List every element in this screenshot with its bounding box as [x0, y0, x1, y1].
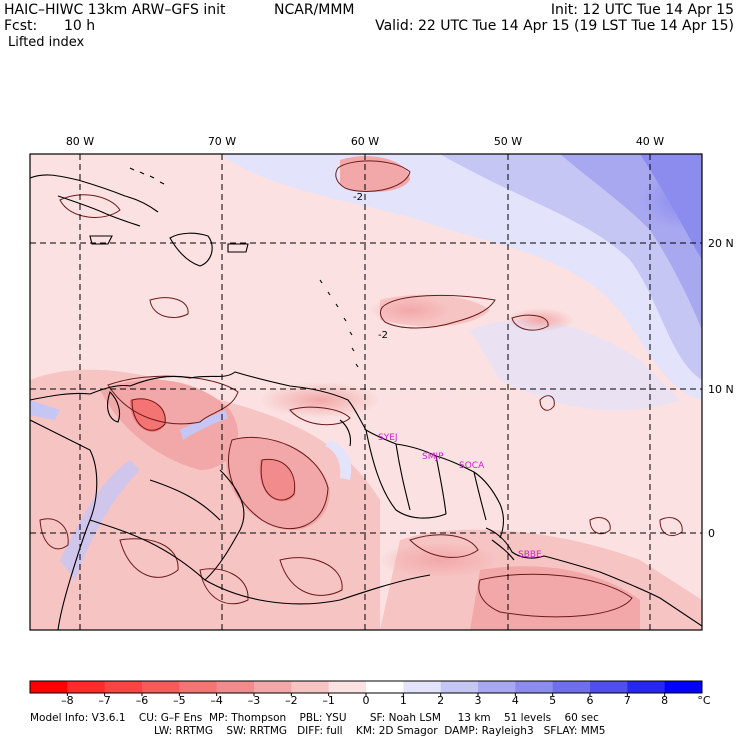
colorbar-tick-label: 0 [362, 694, 370, 707]
colorbar-swatch [366, 681, 404, 693]
lon-label-40w: 40 W [636, 135, 664, 148]
org-label: NCAR/MMM [274, 2, 355, 18]
colorbar-unit: °C [697, 694, 711, 707]
valid-time: Valid: 22 UTC Tue 14 Apr 15 (19 LST Tue … [375, 18, 734, 34]
lifted-index-field [30, 154, 702, 630]
colorbar-tick-label: 2 [437, 694, 445, 707]
colorbar-tick-label: –8 [61, 694, 74, 707]
model-info-line1: Model Info: V3.6.1 CU: G–F Ens MP: Thomp… [30, 712, 599, 724]
lon-label-70w: 70 W [208, 135, 236, 148]
model-info-line2: LW: RRTMG SW: RRTMG DIFF: full KM: 2D Sm… [154, 725, 606, 737]
colorbar-swatch [67, 681, 106, 693]
colorbar-tick-label: –3 [247, 694, 261, 707]
init-time: Init: 12 UTC Tue 14 Apr 15 [550, 2, 734, 18]
station-labels: SYEJ SMJP SOCA SBBE [378, 433, 542, 560]
colorbar-swatch [254, 681, 292, 693]
colorbar [29, 680, 703, 696]
colorbar-swatch [216, 681, 255, 693]
colorbar-tick-label: –2 [285, 694, 298, 707]
colorbar-swatch [590, 681, 628, 693]
colorbar-tick-label: –1 [322, 694, 335, 707]
latitude-labels: 20 N 10 N 0 [708, 237, 734, 540]
contour-value-labels: -2 -2 [353, 192, 388, 341]
colorbar-tick-label: –6 [135, 694, 149, 707]
latlon-grid [30, 154, 702, 630]
lat-label-10n: 10 N [708, 383, 734, 396]
colorbar-tick-label: 4 [511, 694, 519, 707]
colorbar-tick-label: 8 [661, 694, 669, 707]
lat-label-0: 0 [708, 527, 715, 540]
colorbar-tick-label: 5 [549, 694, 557, 707]
coastlines [30, 167, 702, 630]
colorbar-tick-label: 3 [474, 694, 482, 707]
colorbar-tick-label: 6 [586, 694, 594, 707]
longitude-labels: 80 W 70 W 60 W 50 W 40 W [66, 135, 664, 148]
lon-label-60w: 60 W [351, 135, 379, 148]
colorbar-swatch [664, 681, 703, 693]
map-frame [29, 153, 703, 631]
station-sbbe: SBBE [518, 550, 542, 560]
forecast-label: Fcst: [4, 18, 38, 34]
forecast-hour: 10 h [64, 18, 96, 34]
colorbar-swatch [291, 681, 330, 693]
model-title: HAIC–HIWC 13km ARW–GFS init [4, 2, 226, 18]
colorbar-tick-label: 7 [623, 694, 631, 707]
colorbar-swatch [440, 681, 479, 693]
colorbar-swatch [403, 681, 442, 693]
station-soca: SOCA [459, 461, 485, 471]
lat-label-20n: 20 N [708, 237, 734, 250]
colorbar-tick-label: –4 [210, 694, 223, 707]
colorbar-swatch [179, 681, 218, 693]
colorbar-swatch [478, 681, 516, 693]
station-smjp: SMJP [422, 452, 444, 462]
contour-label: -2 [378, 330, 388, 341]
station-syej: SYEJ [378, 433, 398, 443]
lon-label-80w: 80 W [66, 135, 94, 148]
colorbar-swatch [142, 681, 180, 693]
colorbar-swatch [515, 681, 554, 693]
lon-label-50w: 50 W [494, 135, 522, 148]
colorbar-swatch [552, 681, 591, 693]
colorbar-swatch [627, 681, 666, 693]
contour-label: -2 [353, 192, 363, 203]
colorbar-swatch [30, 681, 68, 693]
colorbar-tick-label: –5 [173, 694, 186, 707]
field-name: Lifted index [8, 35, 85, 50]
colorbar-tick-label: –7 [98, 694, 111, 707]
colorbar-swatch [104, 681, 143, 693]
colorbar-tick-label: 1 [399, 694, 407, 707]
colorbar-swatch [328, 681, 367, 693]
